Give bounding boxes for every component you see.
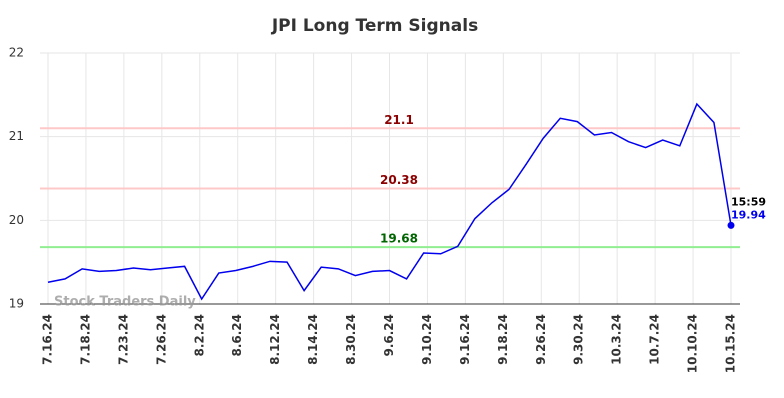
x-tick-label: 7.26.24 [154, 314, 168, 365]
y-tick-label: 20 [9, 213, 24, 227]
x-tick-label: 9.18.24 [496, 314, 510, 365]
last-time: 15:59 [731, 195, 766, 208]
x-tick-label: 8.2.24 [192, 314, 206, 357]
x-tick-label: 9.10.24 [420, 314, 434, 365]
signal-label: 20.38 [380, 173, 418, 187]
y-tick-label: 22 [9, 46, 24, 60]
x-tick-label: 9.16.24 [458, 314, 472, 365]
x-tick-label: 7.23.24 [116, 314, 130, 365]
chart-title: JPI Long Term Signals [271, 16, 478, 36]
last-point [727, 221, 735, 229]
signal-label: 19.68 [380, 232, 418, 246]
x-tick-label: 7.16.24 [41, 314, 55, 365]
x-tick-label: 8.30.24 [344, 314, 358, 365]
x-tick-label: 8.6.24 [230, 314, 244, 357]
last-value: 19.94 [731, 208, 766, 221]
y-tick-label: 19 [9, 297, 24, 311]
signal-label: 21.1 [384, 113, 414, 127]
x-tick-label: 9.6.24 [382, 314, 396, 357]
watermark: Stock Traders Daily [54, 295, 196, 310]
x-tick-label: 7.18.24 [78, 314, 92, 365]
x-tick-label: 9.30.24 [572, 314, 586, 365]
line [47, 102, 732, 301]
x-tick-label: 9.26.24 [534, 314, 548, 365]
y-tick-label: 21 [9, 129, 24, 143]
x-tick-label: 10.15.24 [724, 314, 738, 373]
x-tick-label: 8.12.24 [268, 314, 282, 365]
x-tick-label: 10.7.24 [648, 314, 662, 365]
x-tick-label: 10.3.24 [610, 314, 624, 365]
x-tick-label: 10.10.24 [686, 314, 700, 373]
x-tick-label: 8.14.24 [306, 314, 320, 365]
